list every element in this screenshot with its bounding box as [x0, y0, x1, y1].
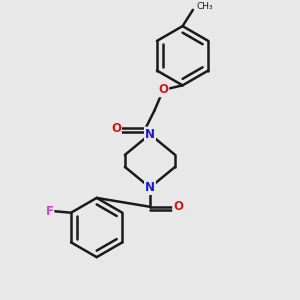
Text: F: F — [45, 205, 53, 218]
Text: O: O — [111, 122, 121, 135]
Text: N: N — [145, 181, 155, 194]
Text: O: O — [158, 83, 168, 96]
Text: CH₃: CH₃ — [196, 2, 213, 11]
Text: N: N — [145, 128, 155, 141]
Text: N: N — [145, 128, 155, 141]
Text: O: O — [173, 200, 183, 213]
